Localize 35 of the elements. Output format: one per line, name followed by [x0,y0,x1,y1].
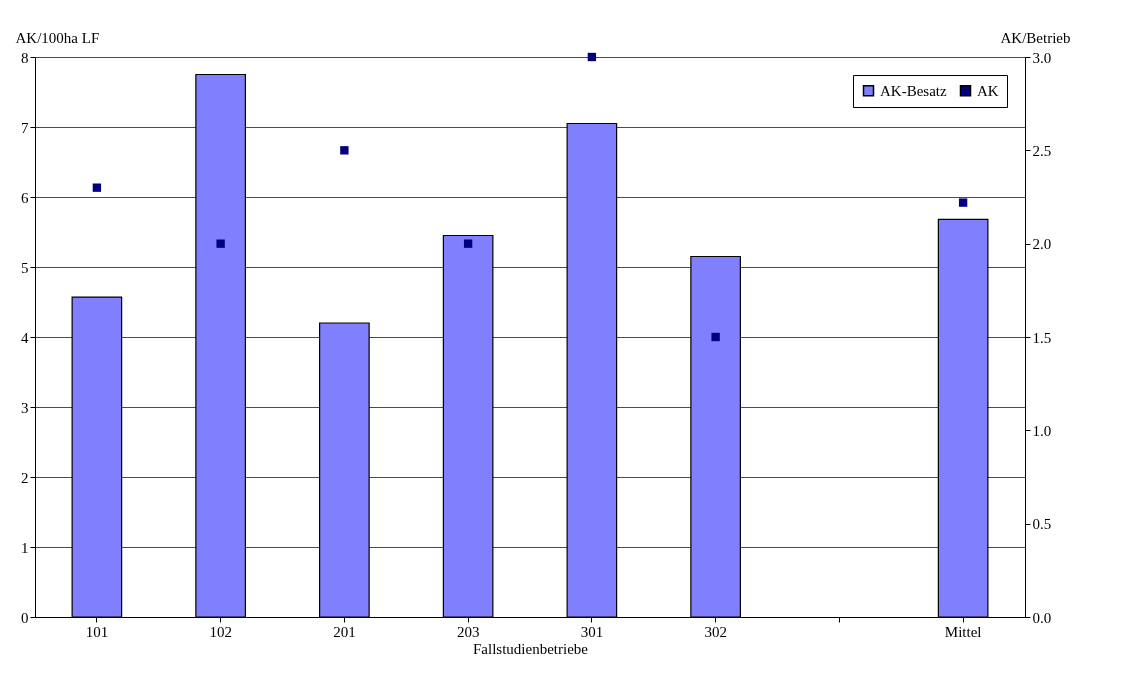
y2-tick-label: 0.0 [1032,609,1052,626]
legend-label: AK-Besatz [880,82,947,99]
x-tick-label: 302 [704,623,727,640]
y-tick-label: 0 [21,609,29,626]
y2-axis-title: AK/Betrieb [1000,29,1071,46]
y-tick-label: 7 [21,119,29,136]
y2-tick-label: 0.5 [1032,516,1052,533]
y-tick-label: 8 [21,49,29,66]
x-tick-label: 101 [85,623,109,640]
y-tick-label: 3 [21,399,29,416]
point [340,146,349,155]
y-tick-label: 5 [21,259,29,276]
x-tick-label: 301 [580,623,604,640]
y2-tick-label: 1.5 [1032,329,1052,346]
point [958,198,968,207]
y2-tick-label: 2.5 [1032,142,1052,159]
y2-tick-label: 3.0 [1032,49,1052,66]
y2-tick-label: 1.0 [1032,422,1052,439]
point [463,239,473,248]
x-tick-label: 201 [333,623,356,640]
legend-label: AK [977,82,999,99]
x-tick-label: 203 [456,623,480,640]
x-tick-label: 102 [209,623,232,640]
point [92,183,102,192]
y-axis-title: AK/100ha LF [15,29,100,46]
point [587,52,597,62]
y-tick-label: 6 [21,189,29,206]
point [711,332,720,342]
y2-tick-label: 2.0 [1032,236,1052,253]
x-tick-label: Mittel [944,623,982,640]
y-tick-label: 2 [21,469,29,486]
point [216,239,225,248]
y-tick-label: 4 [21,329,29,346]
x-axis-title: Fallstudienbetriebe [473,640,589,657]
y-tick-label: 1 [21,539,29,556]
